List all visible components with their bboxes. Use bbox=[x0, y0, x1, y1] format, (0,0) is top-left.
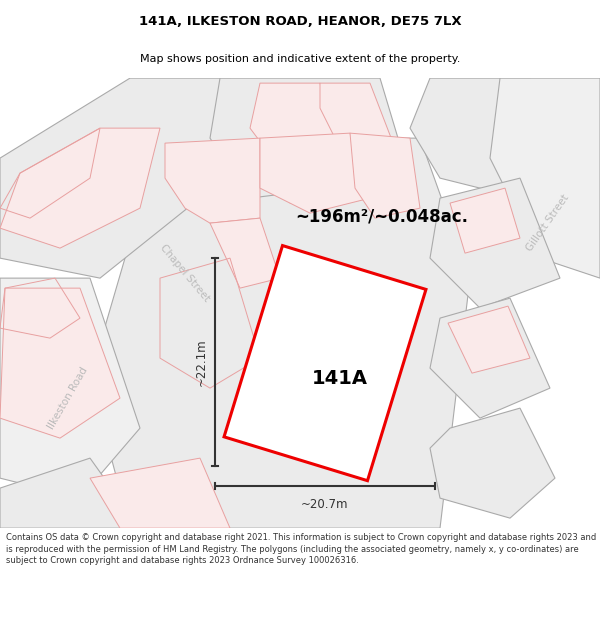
Polygon shape bbox=[0, 288, 120, 438]
Polygon shape bbox=[224, 246, 426, 481]
Polygon shape bbox=[350, 133, 420, 218]
Polygon shape bbox=[0, 278, 140, 498]
Text: 141A, ILKESTON ROAD, HEANOR, DE75 7LX: 141A, ILKESTON ROAD, HEANOR, DE75 7LX bbox=[139, 16, 461, 28]
Polygon shape bbox=[450, 188, 520, 253]
Polygon shape bbox=[90, 458, 230, 528]
Polygon shape bbox=[0, 458, 140, 528]
Polygon shape bbox=[0, 78, 230, 278]
Polygon shape bbox=[490, 78, 600, 278]
Polygon shape bbox=[165, 138, 260, 223]
Text: Map shows position and indicative extent of the property.: Map shows position and indicative extent… bbox=[140, 54, 460, 64]
Text: Chapel Street: Chapel Street bbox=[158, 242, 212, 304]
Polygon shape bbox=[320, 83, 395, 158]
Text: Gillott Street: Gillott Street bbox=[525, 193, 571, 253]
Text: ~196m²/~0.048ac.: ~196m²/~0.048ac. bbox=[295, 207, 468, 225]
Polygon shape bbox=[90, 138, 470, 528]
Polygon shape bbox=[260, 133, 370, 213]
Text: Contains OS data © Crown copyright and database right 2021. This information is : Contains OS data © Crown copyright and d… bbox=[6, 532, 596, 566]
Polygon shape bbox=[250, 83, 340, 168]
Polygon shape bbox=[210, 78, 410, 198]
Polygon shape bbox=[0, 128, 160, 248]
Text: Ilkeston Road: Ilkeston Road bbox=[46, 366, 90, 431]
Polygon shape bbox=[210, 218, 280, 288]
Text: ~20.7m: ~20.7m bbox=[301, 498, 349, 511]
Polygon shape bbox=[430, 408, 555, 518]
Polygon shape bbox=[430, 178, 560, 308]
Polygon shape bbox=[410, 78, 570, 198]
Text: ~22.1m: ~22.1m bbox=[194, 338, 208, 386]
Polygon shape bbox=[448, 306, 530, 373]
Text: 141A: 141A bbox=[312, 369, 368, 388]
Polygon shape bbox=[285, 158, 345, 203]
Polygon shape bbox=[430, 298, 550, 418]
